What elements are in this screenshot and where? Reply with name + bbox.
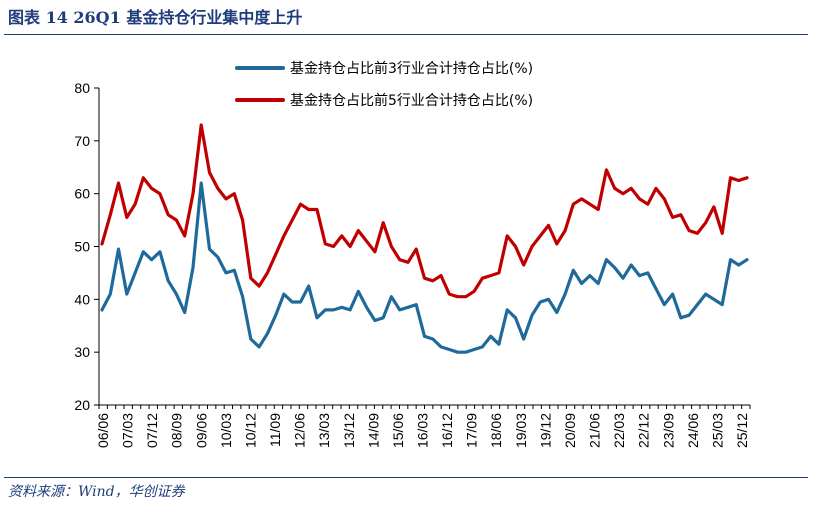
chart-series-lines bbox=[100, 123, 749, 354]
legend-label-top3: 基金持仓占比前3行业合计持仓占比(%) bbox=[290, 60, 533, 77]
x-tick-label: 20/09 bbox=[562, 413, 578, 448]
footer-divider bbox=[4, 477, 808, 478]
line-chart: 20 30 40 50 60 70 80 06/06 07/03 07/12 08/09 09/06 1… bbox=[74, 60, 751, 448]
x-tick-label: 06/06 bbox=[95, 413, 111, 448]
x-tick-label: 16/12 bbox=[439, 413, 455, 448]
x-tick-label: 18/06 bbox=[488, 413, 504, 448]
x-tick-label: 13/03 bbox=[316, 413, 332, 448]
y-tick-label: 80 bbox=[74, 80, 90, 96]
y-tick-label: 30 bbox=[74, 344, 90, 360]
x-tick-label: 12/06 bbox=[292, 413, 308, 448]
x-tick-label: 15/06 bbox=[390, 413, 406, 448]
series-line-top3 bbox=[100, 181, 749, 354]
source-note: 资料来源：Wind，华创证券 bbox=[8, 484, 185, 500]
chart-legend: 基金持仓占比前3行业合计持仓占比(%) 基金持仓占比前5行业合计持仓占比(%) bbox=[235, 60, 533, 109]
x-tick-label: 25/03 bbox=[709, 413, 725, 448]
x-tick-label: 09/06 bbox=[193, 413, 209, 448]
y-tick-label: 60 bbox=[74, 186, 90, 202]
y-tick-label: 50 bbox=[74, 239, 90, 255]
y-tick-label: 70 bbox=[74, 133, 90, 149]
x-tick-label: 14/09 bbox=[365, 413, 381, 448]
legend-label-top5: 基金持仓占比前5行业合计持仓占比(%) bbox=[290, 92, 533, 109]
x-tick-label: 16/03 bbox=[415, 413, 431, 448]
y-tick-label: 20 bbox=[74, 397, 90, 413]
x-tick-label: 25/12 bbox=[734, 413, 750, 448]
x-tick-label: 19/12 bbox=[537, 413, 553, 448]
x-tick-label: 08/09 bbox=[169, 413, 185, 448]
y-tick-label: 40 bbox=[74, 291, 90, 307]
x-tick-label: 10/12 bbox=[242, 413, 258, 448]
x-tick-label: 07/12 bbox=[144, 413, 160, 448]
x-tick-label: 23/09 bbox=[660, 413, 676, 448]
x-tick-label: 21/06 bbox=[587, 413, 603, 448]
x-tick-label: 24/06 bbox=[685, 413, 701, 448]
title-divider bbox=[4, 34, 808, 35]
series-line-top5 bbox=[100, 123, 749, 299]
x-tick-label: 11/09 bbox=[267, 413, 283, 447]
x-tick-label: 13/12 bbox=[341, 413, 357, 448]
x-tick-label: 10/03 bbox=[218, 413, 234, 448]
chart-axes: 20 30 40 50 60 70 80 06/06 07/03 07/12 08/09 09/06 1… bbox=[74, 80, 751, 448]
x-tick-label: 17/09 bbox=[464, 413, 480, 448]
x-tick-label: 22/12 bbox=[636, 413, 652, 448]
x-tick-label: 07/03 bbox=[120, 413, 136, 448]
x-tick-label: 22/03 bbox=[611, 413, 627, 448]
figure-title: 图表 14 26Q1 基金持仓行业集中度上升 bbox=[8, 8, 303, 27]
x-tick-label: 19/03 bbox=[513, 413, 529, 448]
